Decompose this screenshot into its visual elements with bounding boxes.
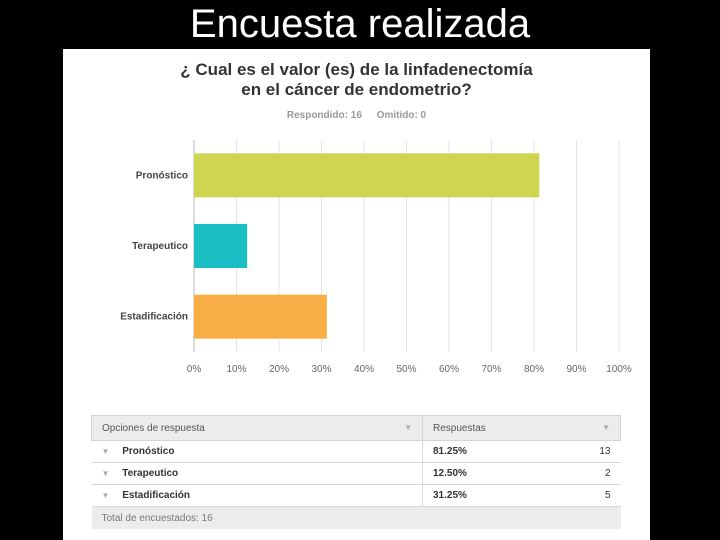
question-title-line1: ¿ Cual es el valor (es) de la linfadenec… xyxy=(180,60,533,79)
answered-count: Respondido: 16 xyxy=(286,110,362,121)
x-tick-label: 40% xyxy=(354,364,374,375)
x-tick-label: 100% xyxy=(606,364,632,375)
table-row: ▼ Terapeutico 12.50% 2 xyxy=(91,462,621,485)
percent-value: 31.25% xyxy=(433,490,467,501)
x-tick-label: 10% xyxy=(226,364,246,375)
sort-down-icon[interactable]: ▼ xyxy=(602,422,610,432)
percent-value: 12.50% xyxy=(433,468,467,479)
sort-down-icon[interactable]: ▼ xyxy=(404,422,412,432)
bar-chart: 0% 10% 20% 30% 40% 50% 60% 70% 80% 90% 100% Pronóst… xyxy=(120,140,632,375)
bar xyxy=(194,153,540,198)
x-tick-label: 70% xyxy=(481,364,501,375)
x-tick-label: 20% xyxy=(269,364,289,375)
expand-arrow-icon[interactable]: ▼ xyxy=(101,469,110,478)
percent-cell: 81.25% 13 xyxy=(422,440,621,463)
option-cell: ▼ Terapeutico xyxy=(91,462,423,485)
category-label: Terapeutico xyxy=(132,241,188,252)
count-value: 13 xyxy=(599,446,611,457)
total-respondents: Total de encuestados: 16 xyxy=(91,506,621,529)
option-label: Pronóstico xyxy=(122,446,175,457)
expand-arrow-icon[interactable]: ▼ xyxy=(101,447,110,456)
results-table: Opciones de respuesta ▼ Respuestas ▼ ▼ P… xyxy=(91,415,621,529)
x-tick-label: 80% xyxy=(524,364,544,375)
option-cell: ▼ Estadificación xyxy=(91,484,423,507)
table-header-row: Opciones de respuesta ▼ Respuestas ▼ xyxy=(91,415,621,441)
bar xyxy=(194,224,248,268)
percent-cell: 31.25% 5 xyxy=(422,484,621,507)
category-label: Pronóstico xyxy=(136,170,188,181)
option-label: Estadificación xyxy=(122,490,191,501)
question-title-line2: en el cáncer de endometrio? xyxy=(241,80,472,99)
percent-value: 81.25% xyxy=(433,446,467,457)
responses-column-label: Respuestas xyxy=(433,422,486,434)
slide-title: Encuesta realizada xyxy=(189,2,531,46)
response-summary: Respondido: 16 Omitido: 0 xyxy=(63,110,650,121)
x-tick-label: 0% xyxy=(187,364,202,375)
count-value: 2 xyxy=(604,468,611,479)
options-column-header[interactable]: Opciones de respuesta ▼ xyxy=(91,415,423,441)
options-column-label: Opciones de respuesta xyxy=(102,422,205,434)
table-row: ▼ Pronóstico 81.25% 13 xyxy=(91,440,621,463)
x-tick-label: 50% xyxy=(396,364,416,375)
responses-column-header[interactable]: Respuestas ▼ xyxy=(422,415,621,441)
x-tick-label: 90% xyxy=(566,364,586,375)
x-tick-label: 60% xyxy=(439,364,459,375)
skipped-count: Omitido: 0 xyxy=(376,110,427,121)
bar xyxy=(194,294,327,339)
count-value: 5 xyxy=(604,490,611,501)
option-cell: ▼ Pronóstico xyxy=(91,440,423,463)
percent-cell: 12.50% 2 xyxy=(422,462,621,485)
category-label: Estadificación xyxy=(120,312,188,323)
total-row: Total de encuestados: 16 xyxy=(91,506,621,529)
x-tick-label: 30% xyxy=(311,364,331,375)
survey-panel: ¿ Cual es el valor (es) de la linfadenec… xyxy=(63,49,650,540)
table-row: ▼ Estadificación 31.25% 5 xyxy=(91,484,621,507)
option-label: Terapeutico xyxy=(122,468,179,479)
expand-arrow-icon[interactable]: ▼ xyxy=(101,491,110,500)
